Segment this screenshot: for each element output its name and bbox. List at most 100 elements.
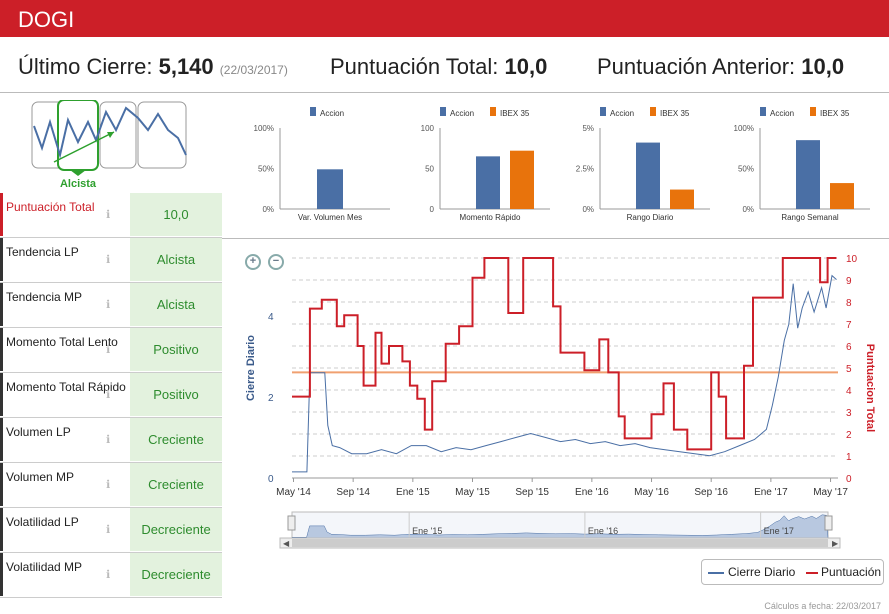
y-right-tick: 2 [846,430,852,441]
navigator-handle-right[interactable] [824,515,833,531]
indicator-label: Volatilidad LP [0,508,130,551]
scroll-right-arrow-icon[interactable]: ▶ [832,539,839,548]
row-divider [0,327,222,328]
bar-chart-title: Rango Semanal [781,213,839,222]
x-tick: Sep '14 [336,487,370,498]
bar-legend-label: Accion [320,109,344,118]
info-icon[interactable]: ℹ [106,299,111,311]
x-tick: Sep '15 [515,487,549,498]
trend-arrow [53,131,115,163]
bar-charts: Accion 100% 50% 0% Var. Volumen Mes Accion IBE… [254,107,870,222]
x-tick: May '14 [276,487,311,498]
bar-legend-label: IBEX 35 [660,109,690,118]
series-puntuacion [292,257,837,451]
bar-ytick: 2.5% [576,165,594,174]
x-tick: Sep '16 [694,487,728,498]
y-right-tick: 7 [846,320,852,331]
indicator-row: Volatilidad MP ℹ Decreciente [0,553,222,598]
bar-chart-title: Var. Volumen Mes [298,213,362,222]
bar-chart-1: Accion 100% 50% 0% Var. Volumen Mes [254,107,390,222]
bar-chart-title: Rango Diario [627,213,674,222]
indicator-label: Tendencia MP [0,283,130,326]
ultimo-date: (22/03/2017) [219,63,288,77]
y-left-tick: 2 [268,393,274,404]
navigator-handle-left[interactable] [287,515,296,531]
row-divider [0,237,222,238]
trend-thumbnail: Alcista [31,100,187,190]
main-legend: Cierre Diario Puntuación [701,559,884,585]
navigator[interactable]: Ene '15 Ene '16 Ene '17 [287,511,833,539]
section-divider [222,238,889,239]
indicator-label: Momento Total Rápido [0,373,130,416]
info-icon[interactable]: ℹ [106,434,111,446]
bar-ytick: 50% [738,165,754,174]
y-right-label: Puntuacion Total [864,344,876,432]
navigator-label: Ene '15 [412,526,442,536]
bar-ytick: 100% [734,124,754,133]
bar-legend-label: Accion [610,109,634,118]
indicator-label: Momento Total Lento [0,328,130,371]
indicator-row: Momento Total Rápido ℹ Positivo [0,373,222,418]
info-icon[interactable]: ℹ [106,569,111,581]
bar-legend-label: Accion [770,109,794,118]
navigator-label: Ene '17 [764,526,794,536]
scrollbar[interactable]: ◀ ▶ [279,537,841,549]
info-icon[interactable]: ℹ [106,524,111,536]
scrollbar-thumb[interactable] [292,539,828,547]
bar-ytick: 0% [582,205,594,214]
bar-legend-label: IBEX 35 [500,109,530,118]
puntuacion-anterior: Puntuación Anterior: 10,0 [597,54,844,80]
anterior-value: 10,0 [801,54,845,79]
bar-legend-swatch [810,107,816,116]
summary-bar: Último Cierre: 5,140 (22/03/2017) Puntua… [0,37,889,93]
y-right-tick: 0 [846,474,852,485]
scroll-left-arrow-icon[interactable]: ◀ [283,539,290,548]
ultimo-value: 5,140 [158,54,214,79]
info-icon[interactable]: ℹ [106,254,111,266]
x-tick: Ene '15 [396,487,430,498]
trend-box-3 [99,101,137,169]
bar-ibex-35 [830,183,854,209]
bar-chart-3: Accion IBEX 35 5% 2.5% 0% Rango Diario [576,107,710,222]
trend-line [33,106,187,159]
x-tick: May '17 [813,487,848,498]
zoom-out-button[interactable]: − [268,254,284,270]
ultimo-cierre: Último Cierre: 5,140 (22/03/2017) [18,54,288,80]
bar-legend-label: Accion [450,109,474,118]
info-icon[interactable]: ℹ [106,344,111,356]
bar-ytick: 0 [430,205,435,214]
indicator-row: Tendencia LP ℹ Alcista [0,238,222,283]
bar-legend-swatch [440,107,446,116]
indicator-value: Positivo [130,373,222,416]
y-left-tick: 0 [268,474,274,485]
total-value: 10,0 [504,54,548,79]
bar-legend-swatch [600,107,606,116]
indicator-value: 10,0 [130,193,222,236]
indicator-label: Volumen MP [0,463,130,506]
total-label: Puntuación Total: [330,54,499,79]
bar-chart-4: Accion IBEX 35 100% 50% 0% Rango Semanal [734,107,870,222]
bar-legend-swatch [310,107,316,116]
y-right-tick: 1 [846,452,852,463]
bar-accion [636,142,660,209]
bar-accion [317,169,343,209]
indicator-value: Creciente [130,418,222,461]
info-icon[interactable]: ℹ [106,479,111,491]
footer-date: Cálculos a fecha: 22/03/2017 [764,601,881,611]
app-title: DOGI [18,7,75,32]
info-icon[interactable]: ℹ [106,389,111,401]
indicator-value: Decreciente [130,508,222,551]
anterior-label: Puntuación Anterior: [597,54,796,79]
row-divider [0,462,222,463]
info-icon[interactable]: ℹ [106,209,111,221]
legend-swatch-cierre [708,572,724,574]
y-right-tick: 6 [846,342,852,353]
trend-box-4 [137,101,187,169]
indicator-table: Puntuación Total ℹ 10,0 Tendencia LP ℹ Alcist… [0,193,222,598]
zoom-in-button[interactable]: + [245,254,261,270]
legend-label-puntuacion: Puntuación [821,565,882,579]
indicator-value: Positivo [130,328,222,371]
navigator-area [291,514,829,539]
indicator-value: Alcista [130,283,222,326]
